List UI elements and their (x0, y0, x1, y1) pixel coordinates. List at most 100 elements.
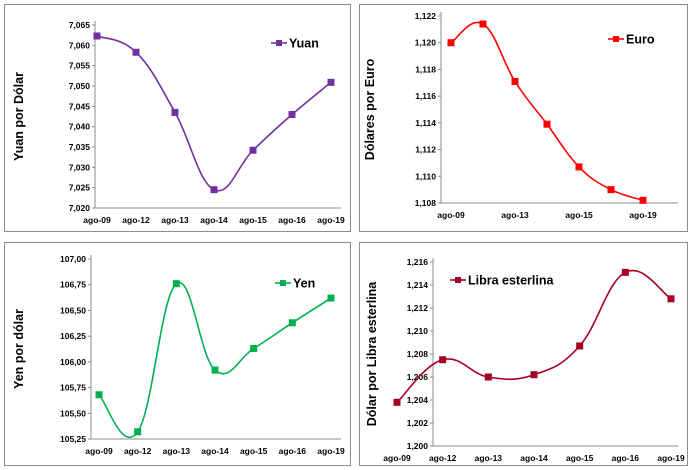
data-point-yen-ago-13 (172, 280, 180, 288)
chart-yuan: 7,020 7,025 7,030 7,035 7,040 7,045 7,050 7,055… (12, 20, 345, 225)
x-tick-label: ago-14 (200, 215, 228, 225)
series-line-euro (450, 21, 644, 202)
x-tick-label: ago-13 (501, 210, 529, 220)
x-tick-label: ago-13 (475, 453, 503, 463)
y-tick-label: 7,060 (69, 40, 91, 50)
data-point-euro-ago-16 (607, 186, 615, 194)
y-axis-title: Dólares por Euro (363, 58, 377, 160)
legend-label-yuan: Yuan (289, 37, 319, 51)
x-tick-label: ago-09 (83, 215, 111, 225)
data-point-yen-ago-19 (327, 294, 335, 302)
y-tick-label: 106,75 (60, 280, 86, 290)
x-tick-label: ago-19 (657, 453, 685, 463)
y-tick-label: 1,216 (407, 257, 429, 267)
x-tick-label: ago-14 (201, 446, 229, 456)
data-point-libra-ago-16 (621, 268, 629, 276)
legend-marker-yen (280, 280, 286, 286)
y-tick-label: 1,210 (407, 326, 429, 336)
data-point-libra-ago-15 (576, 342, 584, 350)
y-tick-label: 1,108 (415, 198, 437, 208)
data-point-yen-ago-15 (250, 344, 258, 352)
x-tick-label: ago-13 (163, 446, 191, 456)
x-tick-label: ago-12 (124, 446, 152, 456)
legend-marker-libra (455, 277, 461, 283)
x-tick-label: ago-15 (565, 210, 593, 220)
y-tick-label: 7,040 (69, 122, 91, 132)
y-tick-label: 105,75 (60, 383, 86, 393)
x-tick-label: ago-16 (279, 446, 307, 456)
y-tick-label: 7,045 (69, 101, 91, 111)
y-tick-label: 1,204 (407, 395, 429, 405)
y-tick-label: 1,214 (407, 280, 429, 290)
chart-panel-yen: 105,25 105,50 105,75 106,00 106,25 106,50 106,… (4, 242, 351, 466)
y-tick-label: 1,118 (415, 64, 436, 74)
y-tick-label: 1,200 (407, 441, 429, 451)
x-tick-label: ago-16 (278, 215, 306, 225)
y-tick-label: 106,50 (60, 305, 86, 315)
chart-panel-euro: 1,108 1,110 1,112 1,114 1,116 1,118 1,120 1,122… (359, 4, 688, 232)
chart-yen: 105,25 105,50 105,75 106,00 106,25 106,50 106,… (12, 254, 345, 456)
data-point-yuan-ago-12 (132, 48, 140, 56)
x-tick-label: ago-15 (240, 446, 268, 456)
x-tick-label: ago-15 (566, 453, 594, 463)
y-tick-label: 7,055 (69, 61, 91, 71)
y-tick-label: 1,116 (415, 91, 436, 101)
y-tick-label: 1,202 (407, 418, 429, 428)
y-tick-label: 1,208 (407, 349, 429, 359)
x-tick-label: ago-09 (383, 453, 411, 463)
y-tick-label: 106,00 (60, 357, 86, 367)
data-point-euro-ago-15 (575, 163, 583, 171)
series-line-yen (98, 281, 332, 438)
y-tick-label: 7,020 (69, 203, 91, 213)
data-point-libra-ago-13 (484, 373, 492, 381)
data-point-euro-ago-19 (639, 196, 647, 204)
y-tick-label: 107,00 (60, 254, 86, 264)
data-point-euro-ago-09 (447, 39, 455, 47)
data-point-libra-ago-19 (667, 295, 675, 303)
y-tick-label: 106,25 (60, 331, 86, 341)
data-point-libra-ago-12 (439, 356, 447, 364)
data-point-yuan-ago-09 (93, 32, 101, 40)
data-point-euro-ago-12 (479, 20, 487, 28)
series-line-yuan (96, 35, 332, 192)
data-point-yen-ago-12 (134, 428, 142, 436)
y-tick-label: 7,035 (69, 142, 91, 152)
y-axis-title: Yuan por Dólar (12, 72, 26, 161)
data-point-euro-ago-13 (511, 77, 519, 85)
data-point-yen-ago-14 (211, 366, 219, 374)
x-tick-label: ago-19 (317, 215, 345, 225)
data-point-euro-ago-14 (543, 120, 551, 128)
chart-libra: 1,200 1,202 1,204 1,206 1,208 1,210 1,212 1,214… (365, 257, 685, 463)
legend-label-euro: Euro (626, 33, 655, 47)
y-tick-label: 1,212 (407, 303, 429, 313)
y-tick-label: 7,030 (69, 162, 91, 172)
legend-marker-euro (613, 36, 619, 42)
x-tick-label: ago-09 (437, 210, 465, 220)
y-axis-title: Dólar por Libra esterlina (365, 281, 379, 427)
data-point-yuan-ago-14 (210, 186, 218, 194)
legend-marker-yuan (276, 40, 282, 46)
y-tick-label: 1,110 (415, 171, 436, 181)
legend-label-yen: Yen (293, 277, 315, 291)
y-tick-label: 1,120 (415, 38, 437, 48)
y-tick-label: 105,50 (60, 408, 86, 418)
y-tick-label: 7,050 (69, 81, 91, 91)
y-tick-label: 1,114 (415, 118, 436, 128)
data-point-yuan-ago-15 (249, 146, 257, 154)
legend-label-libra: Libra esterlina (468, 274, 554, 288)
x-tick-label: ago-15 (239, 215, 267, 225)
x-tick-label: ago-12 (122, 215, 150, 225)
data-point-yuan-ago-16 (288, 110, 296, 118)
y-tick-label: 1,122 (415, 11, 437, 21)
y-tick-label: 7,065 (69, 20, 91, 30)
data-point-libra-ago-14 (530, 371, 538, 379)
data-point-yen-ago-16 (288, 319, 296, 327)
x-tick-label: ago-12 (429, 453, 457, 463)
data-point-yen-ago-09 (95, 391, 103, 399)
chart-panel-yuan: 7,020 7,025 7,030 7,035 7,040 7,045 7,050 7,055… (4, 4, 351, 232)
data-point-yuan-ago-19 (327, 78, 335, 86)
y-tick-label: 1,206 (407, 372, 429, 382)
x-tick-label: ago-09 (85, 446, 113, 456)
y-tick-label: 7,025 (69, 183, 91, 193)
data-point-yuan-ago-13 (171, 108, 179, 116)
